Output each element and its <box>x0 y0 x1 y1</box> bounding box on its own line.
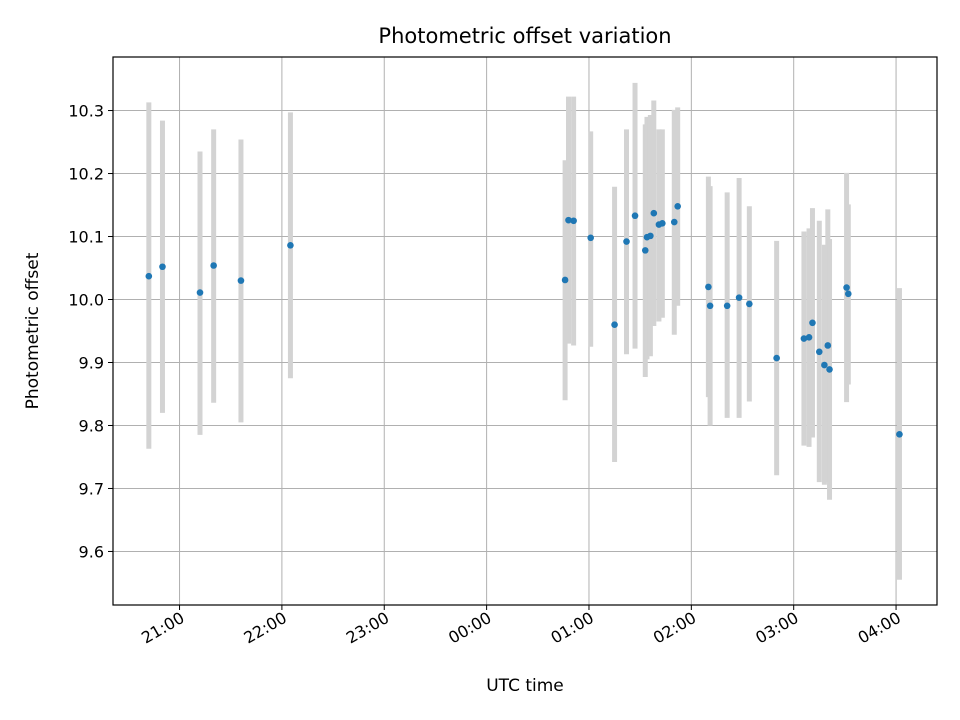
data-point <box>896 431 903 438</box>
data-point <box>159 263 166 271</box>
y-tick-label: 9.6 <box>79 542 104 561</box>
data-point <box>746 300 753 308</box>
data-point <box>650 209 658 217</box>
y-axis-label: Photometric offset <box>23 252 43 409</box>
data-point <box>844 290 852 298</box>
data-point <box>705 283 712 291</box>
data-point <box>815 348 823 356</box>
y-tick-label: 9.8 <box>79 416 104 435</box>
data-point <box>196 289 204 296</box>
data-point <box>587 234 594 242</box>
chart-title: Photometric offset variation <box>378 24 671 48</box>
data-point <box>623 238 630 245</box>
data-point <box>809 319 816 327</box>
data-point <box>800 335 808 342</box>
data-point <box>647 232 654 240</box>
data-point <box>824 342 832 349</box>
y-tick-label: 10.2 <box>68 165 104 184</box>
y-axis-ticks: 9.6 9.7 9.8 9.9 10.0 10.1 10.2 10.3 <box>68 102 113 561</box>
y-tick-label: 10.1 <box>68 228 104 247</box>
data-point <box>631 212 639 220</box>
data-point <box>641 247 649 254</box>
data-point <box>674 202 681 210</box>
data-point <box>561 276 569 284</box>
data-point <box>735 294 743 301</box>
data-point <box>670 218 678 226</box>
y-tick-label: 10.3 <box>68 102 104 121</box>
data-point <box>706 302 714 310</box>
data-point <box>659 219 666 227</box>
data-point <box>565 216 572 224</box>
data-point <box>723 302 731 310</box>
data-point <box>821 361 828 369</box>
x-axis-label: UTC time <box>486 676 564 696</box>
y-tick-label: 10.0 <box>68 291 104 310</box>
plot-frame <box>112 56 938 606</box>
data-point <box>145 272 153 280</box>
data-point <box>570 217 577 225</box>
data-point <box>773 354 780 362</box>
data-point <box>287 242 294 249</box>
y-tick-label: 9.7 <box>79 479 104 498</box>
data-point <box>237 277 245 284</box>
data-points <box>145 202 903 438</box>
y-tick-label: 9.9 <box>79 353 104 372</box>
data-point <box>611 321 618 329</box>
data-point <box>826 366 833 373</box>
grid <box>113 57 937 605</box>
data-point <box>843 284 850 291</box>
data-point <box>805 333 813 341</box>
data-point <box>210 262 217 269</box>
